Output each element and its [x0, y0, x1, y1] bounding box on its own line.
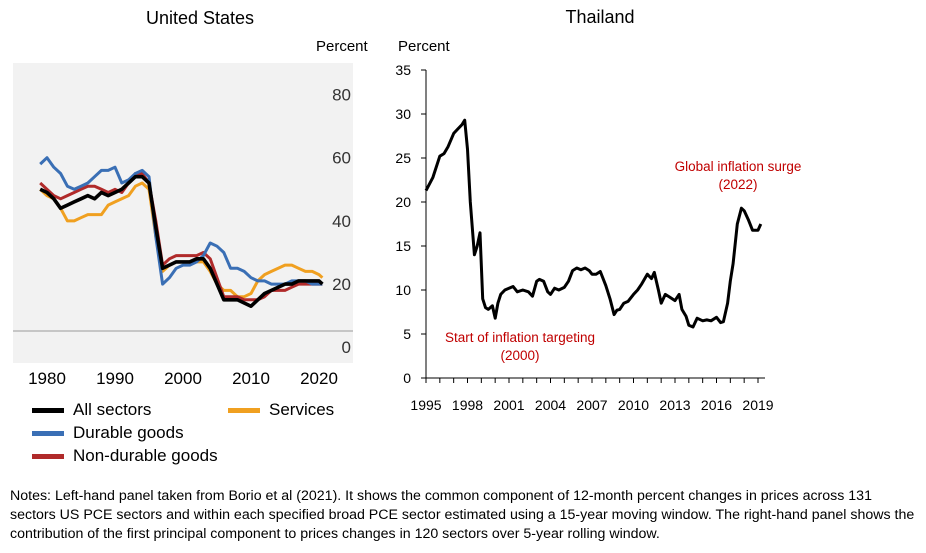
us-y-tick-label: 60 — [332, 149, 351, 168]
legend-label-all-sectors: All sectors — [73, 400, 152, 419]
us-x-tick-label: 2020 — [300, 369, 338, 388]
thailand-x-tick-label: 2004 — [535, 397, 566, 413]
thailand-y-axis-unit: Percent — [398, 38, 450, 55]
thailand-series-line — [424, 118, 763, 329]
us-chart: 0 20 40 60 80 1980 1990 2000 2010 2020 — [13, 63, 353, 388]
thailand-x-tick-label: 2010 — [618, 397, 649, 413]
legend-label-durable-goods: Durable goods — [73, 423, 184, 442]
thailand-y-tick-label: 15 — [395, 238, 411, 254]
us-y-tick-label: 0 — [342, 338, 351, 357]
annotation-global-inflation-surge: Global inflation surge — [675, 159, 802, 174]
chart-notes: Notes: Left-hand panel taken from Borio … — [10, 488, 915, 542]
thailand-x-tick-label: 2016 — [701, 397, 732, 413]
thailand-x-tick-label: 1995 — [410, 397, 441, 413]
thailand-y-tick-label: 0 — [403, 370, 411, 386]
thailand-x-tick-label: 1998 — [452, 397, 483, 413]
us-x-tick-label: 2010 — [232, 369, 270, 388]
thailand-y-tick-label: 30 — [395, 106, 411, 122]
us-series-line-non-durable-goods — [39, 172, 323, 302]
us-x-tick-label: 1990 — [96, 369, 134, 388]
us-y-tick-label: 80 — [332, 86, 351, 105]
us-y-tick-label: 40 — [332, 212, 351, 231]
us-x-tick-label: 2000 — [164, 369, 202, 388]
us-panel-title: United States — [145, 8, 255, 28]
thailand-y-tick-label: 35 — [395, 62, 411, 78]
thailand-y-tick-label: 20 — [395, 194, 411, 210]
thailand-x-tick-label: 2013 — [659, 397, 690, 413]
annotation-start-of-inflation-targeting-year: (2000) — [500, 348, 539, 363]
thailand-panel-title: Thailand — [565, 7, 635, 27]
us-x-tick-label: 1980 — [28, 369, 66, 388]
annotation-global-inflation-surge-year: (2022) — [718, 177, 757, 192]
thailand-y-tick-label: 25 — [395, 150, 411, 166]
legend-swatch-all-sectors — [32, 407, 64, 413]
legend-swatch-non-durable-goods — [32, 453, 64, 459]
thailand-x-tick-label: 2007 — [576, 397, 607, 413]
us-series-line-all-sectors — [39, 174, 324, 309]
legend-item-non-durable-goods: Non-durable goods — [32, 446, 218, 466]
thailand-chart: 0 5 10 15 20 25 30 35 1995 1998 2001 2004 2007 2010 2… — [395, 62, 802, 413]
legend-item-durable-goods: Durable goods — [32, 423, 184, 443]
legend-item-all-sectors: All sectors — [32, 400, 151, 420]
thailand-y-tick-label: 5 — [403, 326, 411, 342]
thailand-x-tick-label: 2001 — [493, 397, 524, 413]
us-y-tick-label: 20 — [332, 275, 351, 294]
us-series-line-durable-goods — [39, 156, 323, 286]
legend-swatch-services — [228, 407, 260, 413]
legend-swatch-durable-goods — [32, 430, 64, 436]
annotation-start-of-inflation-targeting: Start of inflation targeting — [445, 330, 595, 345]
thailand-x-tick-label: 2019 — [742, 397, 773, 413]
legend-label-services: Services — [269, 400, 335, 419]
us-y-axis-unit: Percent — [316, 38, 368, 55]
us-plot-background — [13, 63, 353, 363]
thailand-y-tick-label: 10 — [395, 282, 411, 298]
legend-label-non-durable-goods: Non-durable goods — [73, 446, 218, 465]
legend-item-services: Services — [228, 400, 334, 420]
